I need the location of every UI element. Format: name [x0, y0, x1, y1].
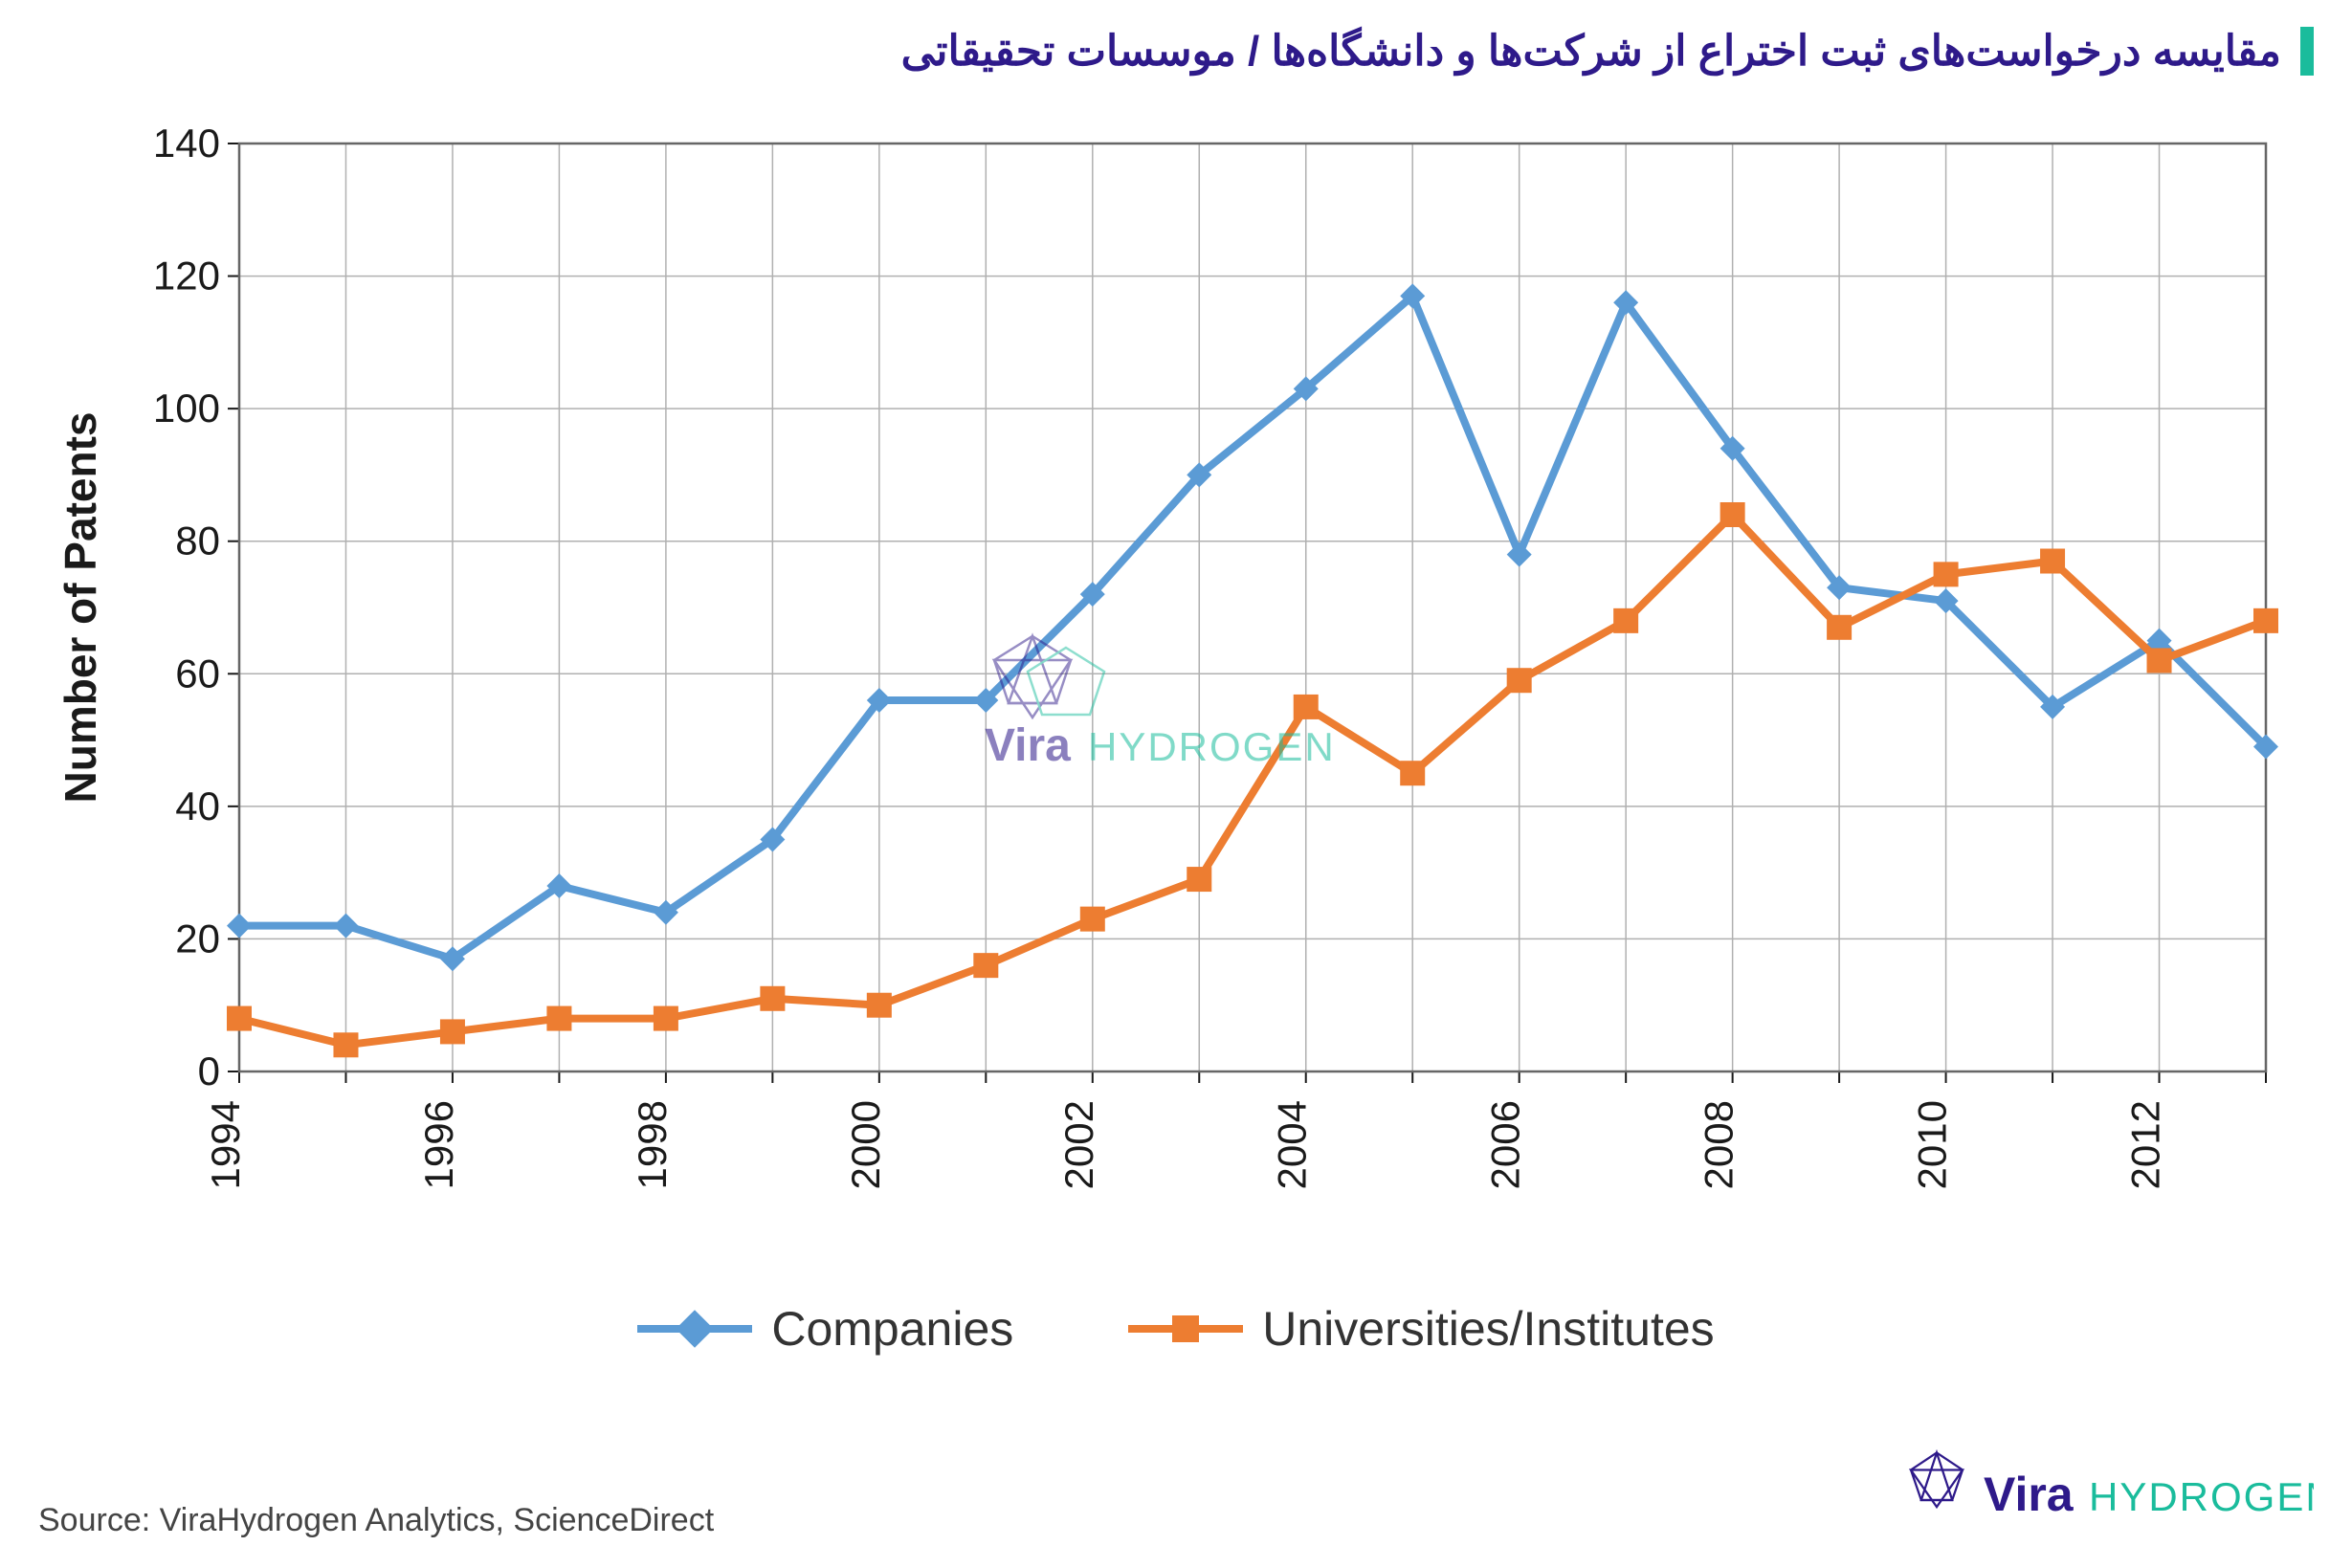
legend-label-universities: Universities/Institutes	[1262, 1301, 1714, 1357]
svg-text:1998: 1998	[630, 1100, 675, 1189]
footer-logo: Vira HYDROGEN	[1893, 1444, 2314, 1539]
legend-label-companies: Companies	[771, 1301, 1013, 1357]
svg-text:120: 120	[153, 254, 220, 298]
svg-text:2002: 2002	[1056, 1100, 1101, 1189]
page-title: مقایسه درخواست‌های ثبت اختراع از شرکت‌ها…	[38, 27, 2314, 76]
svg-text:40: 40	[175, 784, 220, 828]
svg-text:2004: 2004	[1270, 1100, 1315, 1189]
svg-text:2012: 2012	[2123, 1100, 2168, 1189]
svg-text:140: 140	[153, 121, 220, 166]
svg-text:2006: 2006	[1483, 1100, 1528, 1189]
chart-container: 0 20 40 60 80 100 120 140 1994 1996 1998 2000 2002 20…	[38, 115, 2314, 1292]
svg-text:2000: 2000	[843, 1100, 888, 1189]
svg-text:100: 100	[153, 386, 220, 431]
svg-text:2008: 2008	[1697, 1100, 1742, 1189]
svg-text:Number of Patents: Number of Patents	[55, 412, 105, 804]
legend-item-universities: Universities/Institutes	[1128, 1301, 1714, 1357]
svg-text:Vira: Vira	[1984, 1468, 2075, 1521]
svg-text:HYDROGEN: HYDROGEN	[2089, 1474, 2314, 1519]
legend-swatch-companies	[637, 1325, 752, 1333]
svg-text:1994: 1994	[203, 1100, 248, 1189]
svg-text:20: 20	[175, 916, 220, 961]
line-chart: 0 20 40 60 80 100 120 140 1994 1996 1998 2000 2002 20…	[38, 115, 2314, 1292]
legend-swatch-universities	[1128, 1325, 1243, 1333]
svg-text:60: 60	[175, 651, 220, 696]
svg-text:1996: 1996	[416, 1100, 461, 1189]
svg-text:0: 0	[198, 1049, 220, 1093]
source-attribution: Source: ViraHydrogen Analytics, ScienceD…	[38, 1502, 714, 1539]
svg-text:2010: 2010	[1910, 1100, 1955, 1189]
legend-item-companies: Companies	[637, 1301, 1013, 1357]
svg-text:80: 80	[175, 519, 220, 563]
chart-legend: Companies Universities/Institutes	[0, 1301, 2352, 1357]
